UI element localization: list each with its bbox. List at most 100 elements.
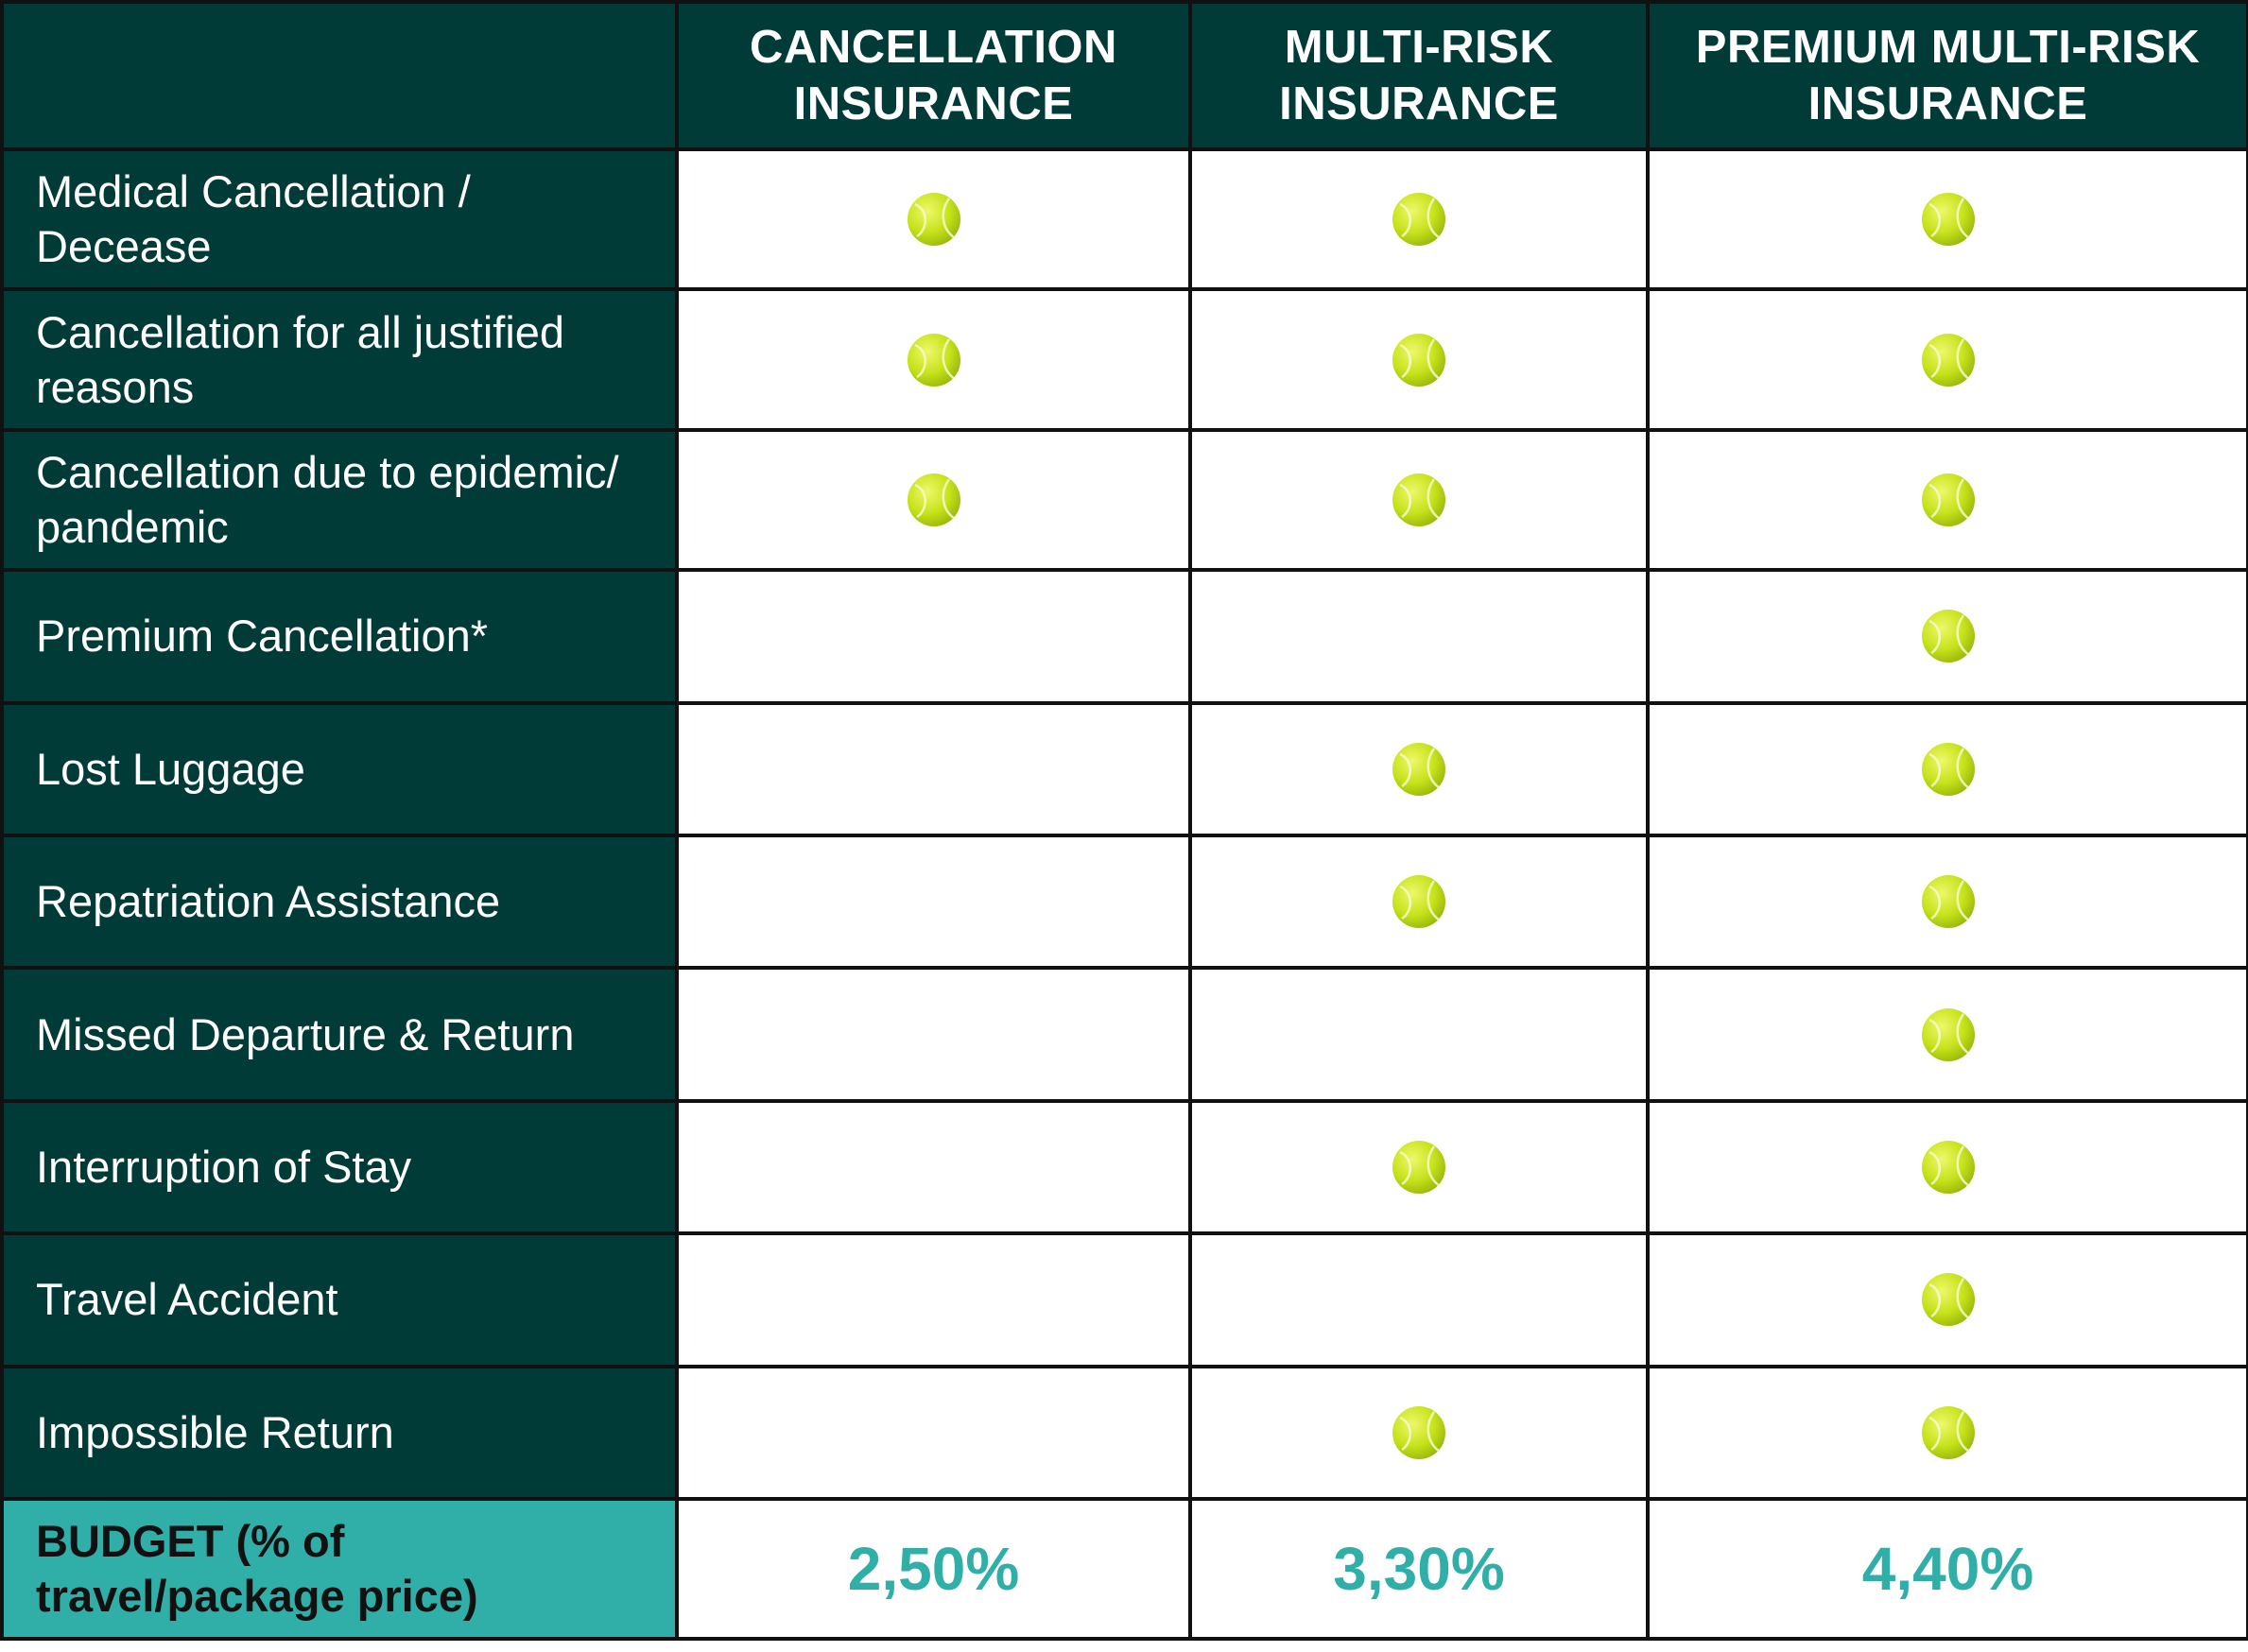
tennis-ball-icon [906, 472, 962, 528]
tennis-ball-icon [1920, 191, 1977, 248]
coverage-cell [675, 833, 1192, 971]
header-corner-cell [0, 0, 679, 151]
budget-value-multi-risk: 3,30% [1188, 1497, 1650, 1641]
row-label: Cancellation due to epidemic/pandemic [0, 427, 679, 573]
coverage-cell [675, 568, 1192, 705]
table-row: Repatriation Assistance [0, 833, 2248, 971]
row-label: Missed Departure & Return [0, 966, 679, 1103]
table-row: Cancellation due to epidemic/pandemic [0, 427, 2248, 573]
row-label: Impossible Return [0, 1364, 679, 1502]
coverage-cell [1188, 1231, 1650, 1368]
coverage-cell [675, 1098, 1192, 1236]
budget-label-line2: travel/package price) [36, 1571, 478, 1621]
table-row: Medical Cancellation / Decease [0, 146, 2248, 292]
coverage-cell [675, 700, 1192, 838]
row-label: Travel Accident [0, 1231, 679, 1368]
row-label-line2: reasons [36, 361, 195, 412]
row-label-line1: Repatriation Assistance [36, 876, 501, 927]
column-header-line1: MULTI-RISK [1284, 22, 1554, 73]
row-label-line2: pandemic [36, 502, 229, 553]
row-label-line1: Medical Cancellation / [36, 166, 471, 217]
row-label: Cancellation for all justified reasons [0, 287, 679, 432]
tennis-ball-icon [1391, 1404, 1447, 1461]
table-row: Cancellation for all justified reasons [0, 287, 2248, 432]
coverage-cell [675, 966, 1192, 1103]
table-row: Premium Cancellation* [0, 568, 2248, 705]
coverage-cell [1646, 568, 2248, 705]
table-row: Impossible Return [0, 1364, 2248, 1502]
row-label-line1: Lost Luggage [36, 743, 305, 794]
row-label: Interruption of Stay [0, 1098, 679, 1236]
coverage-cell [1188, 568, 1650, 705]
tennis-ball-icon [1920, 1139, 1977, 1196]
budget-label-line1: BUDGET (% of [36, 1516, 345, 1566]
coverage-cell [1188, 833, 1650, 971]
table-row: Travel Accident [0, 1231, 2248, 1368]
coverage-cell [1646, 1098, 2248, 1236]
tennis-ball-icon [1391, 472, 1447, 528]
coverage-cell [1188, 146, 1650, 292]
column-header-premium-multi-risk: PREMIUM MULTI-RISK INSURANCE [1646, 0, 2248, 151]
tennis-ball-icon [906, 332, 962, 388]
column-header-line2: INSURANCE [1279, 78, 1559, 129]
tennis-ball-icon [1920, 1007, 1977, 1063]
coverage-rows: Medical Cancellation / Decease Cancellatio… [0, 146, 2248, 1502]
tennis-ball-icon [1391, 873, 1447, 930]
column-header-multi-risk: MULTI-RISK INSURANCE [1188, 0, 1650, 151]
coverage-cell [1646, 146, 2248, 292]
column-header-cancellation: CANCELLATION INSURANCE [675, 0, 1192, 151]
tennis-ball-icon [1920, 608, 1977, 664]
column-header-line2: INSURANCE [1807, 78, 2088, 129]
tennis-ball-icon [1391, 1139, 1447, 1196]
coverage-cell [1188, 966, 1650, 1103]
row-label-line1: Premium Cancellation* [36, 611, 489, 662]
coverage-cell [1646, 833, 2248, 971]
coverage-cell [1646, 1231, 2248, 1368]
column-header-line2: INSURANCE [793, 78, 1074, 129]
tennis-ball-icon [1920, 1404, 1977, 1461]
coverage-cell [1646, 700, 2248, 838]
coverage-cell [1646, 287, 2248, 432]
tennis-ball-icon [1391, 332, 1447, 388]
row-label: Medical Cancellation / Decease [0, 146, 679, 292]
budget-label: BUDGET (% of travel/package price) [0, 1497, 679, 1641]
coverage-cell [675, 146, 1192, 292]
tennis-ball-icon [1920, 873, 1977, 930]
row-label: Repatriation Assistance [0, 833, 679, 971]
tennis-ball-icon [1391, 191, 1447, 248]
tennis-ball-icon [1920, 741, 1977, 798]
coverage-cell [1646, 966, 2248, 1103]
budget-row: BUDGET (% of travel/package price) 2,50%… [0, 1497, 2248, 1641]
coverage-cell [1646, 427, 2248, 573]
budget-value-premium-multi-risk: 4,40% [1646, 1497, 2248, 1641]
row-label-line1: Missed Departure & Return [36, 1008, 575, 1059]
tennis-ball-icon [1920, 1271, 1977, 1328]
budget-value-cancellation: 2,50% [675, 1497, 1192, 1641]
tennis-ball-icon [906, 191, 962, 248]
tennis-ball-icon [1391, 741, 1447, 798]
coverage-cell [1188, 427, 1650, 573]
row-label-line1: Cancellation for all justified [36, 306, 565, 357]
row-label: Premium Cancellation* [0, 568, 679, 705]
coverage-cell [675, 1231, 1192, 1368]
column-header-line1: CANCELLATION [750, 22, 1117, 73]
coverage-cell [1646, 1364, 2248, 1502]
row-label: Lost Luggage [0, 700, 679, 838]
table-row: Missed Departure & Return [0, 966, 2248, 1103]
coverage-cell [675, 427, 1192, 573]
tennis-ball-icon [1920, 332, 1977, 388]
row-label-line1: Impossible Return [36, 1406, 394, 1457]
row-label-line2: Decease [36, 221, 212, 272]
tennis-ball-icon [1920, 472, 1977, 528]
row-label-line1: Cancellation due to epidemic/ [36, 447, 619, 498]
table-row: Lost Luggage [0, 700, 2248, 838]
header-row: CANCELLATION INSURANCE MULTI-RISK INSURA… [0, 0, 2248, 151]
coverage-cell [1188, 1098, 1650, 1236]
coverage-cell [1188, 287, 1650, 432]
row-label-line1: Interruption of Stay [36, 1141, 412, 1192]
table-row: Interruption of Stay [0, 1098, 2248, 1236]
coverage-cell [675, 287, 1192, 432]
coverage-cell [675, 1364, 1192, 1502]
